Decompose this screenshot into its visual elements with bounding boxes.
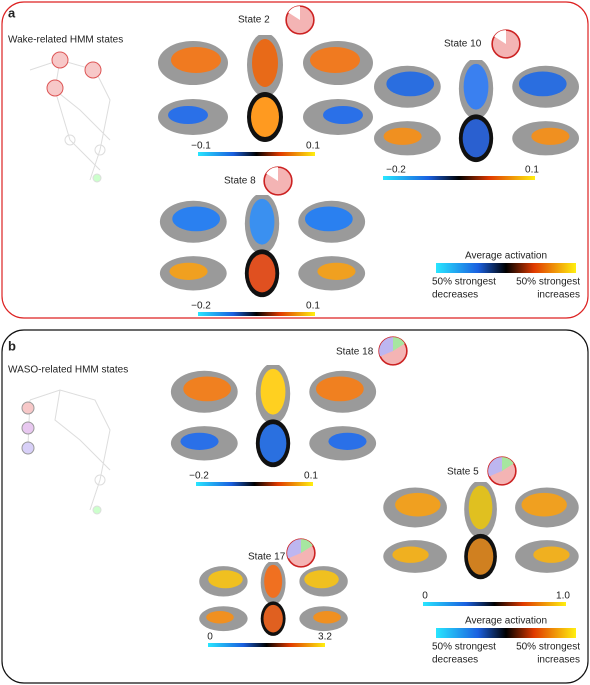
colorbar <box>208 643 325 647</box>
scale-min: −0.2 <box>191 301 211 312</box>
scale-max: 3.2 <box>318 632 332 643</box>
legend-left: decreases <box>432 290 478 301</box>
panel-a <box>1 1 589 319</box>
scale-min: −0.2 <box>386 165 406 176</box>
legend-right: 50% strongest <box>516 277 580 288</box>
state-name: State 18 <box>336 347 374 358</box>
scale-max: 0.1 <box>304 471 318 482</box>
legend-title: Average activation <box>465 251 547 262</box>
graphic <box>285 5 315 35</box>
graphic <box>491 29 521 59</box>
panel-title: Wake-related HMM states <box>8 35 123 46</box>
scale-max: 0.1 <box>306 301 320 312</box>
state-name: State 2 <box>238 15 270 26</box>
network-b <box>21 389 111 515</box>
state-name: State 10 <box>444 39 482 50</box>
panel-title: WASO-related HMM states <box>8 365 128 376</box>
panel-label: b <box>8 338 16 353</box>
legend-bar <box>436 263 576 273</box>
legend-title: Average activation <box>465 616 547 627</box>
panel-b <box>1 329 589 684</box>
colorbar <box>196 482 313 486</box>
colorbar <box>198 312 315 316</box>
scale-min: −0.2 <box>189 471 209 482</box>
scale-min: 0 <box>422 591 428 602</box>
legend-bar <box>436 628 576 638</box>
colorbar <box>423 602 566 606</box>
colorbar <box>383 176 535 180</box>
network-a <box>29 51 111 183</box>
graphic <box>378 336 408 366</box>
legend-left: decreases <box>432 655 478 666</box>
scale-min: −0.1 <box>191 141 211 152</box>
colorbar <box>198 152 315 156</box>
state-name: State 5 <box>447 467 479 478</box>
graphic <box>487 456 517 486</box>
legend-left: 50% strongest <box>432 277 496 288</box>
legend-right: 50% strongest <box>516 642 580 653</box>
scale-max: 0.1 <box>525 165 539 176</box>
state-name: State 17 <box>248 552 286 563</box>
graphic <box>263 166 293 196</box>
graphic <box>286 538 316 568</box>
legend-right: increases <box>537 290 580 301</box>
legend-right: increases <box>537 655 580 666</box>
scale-min: 0 <box>207 632 213 643</box>
panel-label: a <box>8 5 16 20</box>
scale-max: 0.1 <box>306 141 320 152</box>
state-name: State 8 <box>224 176 256 187</box>
scale-max: 1.0 <box>556 591 570 602</box>
legend-left: 50% strongest <box>432 642 496 653</box>
